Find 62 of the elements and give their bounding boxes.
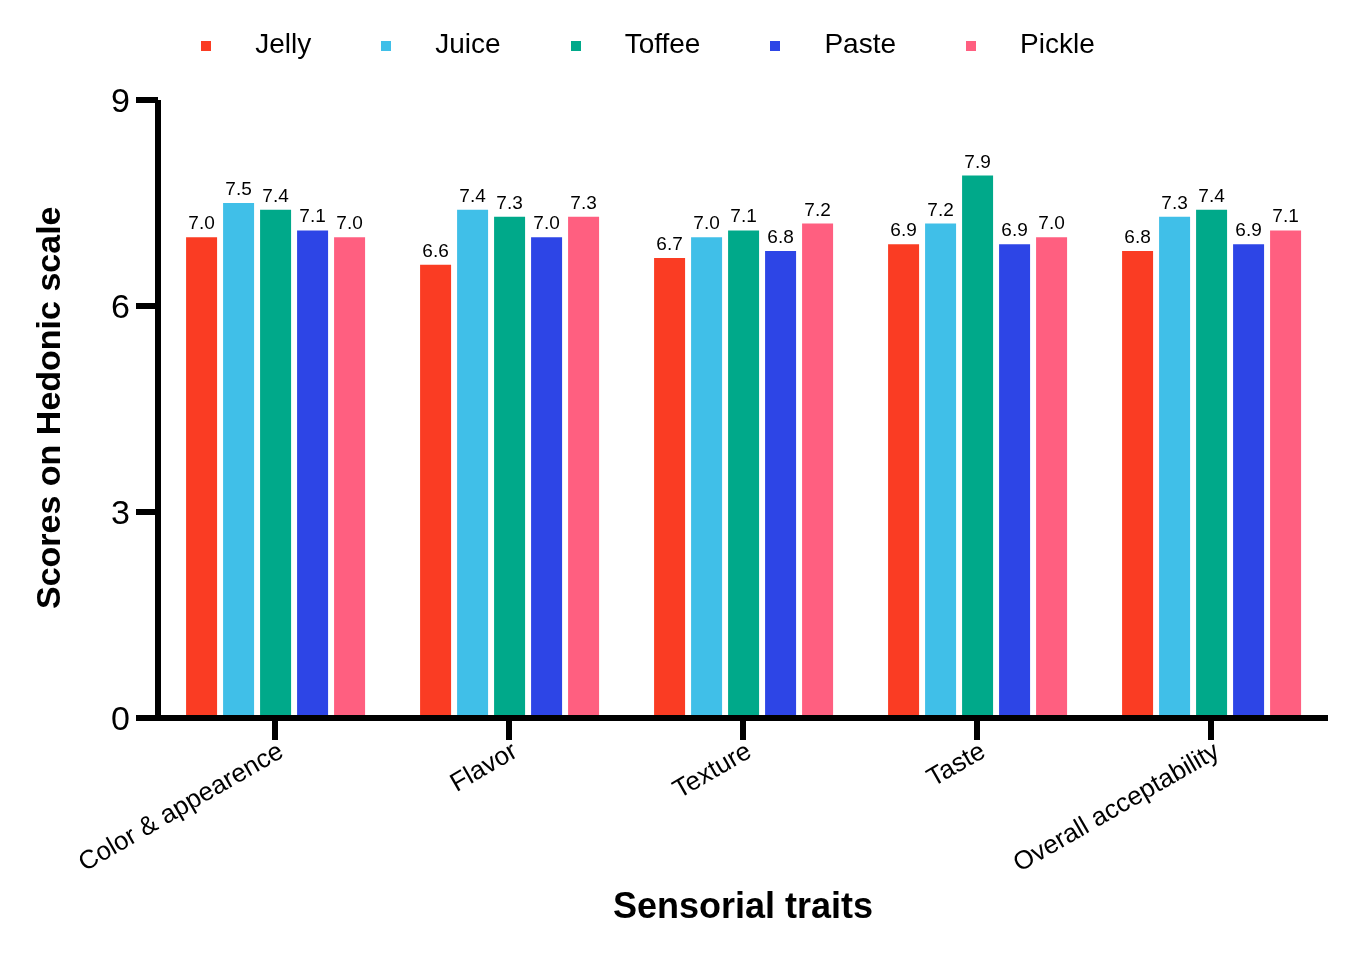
legend-label: Juice xyxy=(435,28,501,59)
data-label: 7.9 xyxy=(964,150,991,172)
data-label: 7.4 xyxy=(459,184,487,206)
bar xyxy=(925,223,957,718)
data-label: 6.8 xyxy=(1124,226,1151,248)
bar xyxy=(1122,251,1154,718)
bar xyxy=(420,264,452,718)
bar xyxy=(1159,216,1191,718)
data-label: 7.2 xyxy=(927,198,954,220)
bar xyxy=(765,251,797,718)
data-label: 7.0 xyxy=(188,212,215,234)
x-tick-label: Taste xyxy=(921,735,990,793)
data-label: 7.2 xyxy=(804,198,831,220)
bar xyxy=(494,216,526,718)
bar xyxy=(1270,230,1302,718)
legend-label: Toffee xyxy=(624,28,701,59)
bar xyxy=(999,244,1031,718)
data-label: 7.1 xyxy=(1272,205,1299,227)
bar xyxy=(1196,209,1228,718)
legend-label: Paste xyxy=(824,28,897,59)
data-label: 6.7 xyxy=(656,232,683,254)
bar xyxy=(1233,244,1265,718)
data-label: 7.0 xyxy=(1038,212,1065,234)
bar xyxy=(654,257,686,718)
data-label: 7.1 xyxy=(730,205,757,227)
bar xyxy=(260,209,292,718)
x-axis-title: Sensorial traits xyxy=(612,885,874,926)
bar xyxy=(1036,237,1068,718)
bar xyxy=(728,230,760,718)
legend-label: Pickle xyxy=(1020,28,1095,59)
data-label: 6.9 xyxy=(890,219,917,241)
data-label: 6.9 xyxy=(1001,219,1028,241)
y-tick-label: 6 xyxy=(111,287,130,325)
data-label: 7.4 xyxy=(262,184,290,206)
data-label: 6.8 xyxy=(767,226,794,248)
bar xyxy=(691,237,723,718)
data-label: 7.1 xyxy=(299,205,326,227)
bar xyxy=(802,223,834,718)
data-label: 7.0 xyxy=(533,212,560,234)
y-tick-label: 3 xyxy=(111,493,130,531)
data-label: 7.3 xyxy=(570,191,597,213)
bar xyxy=(457,209,489,718)
bar xyxy=(186,237,218,718)
bar xyxy=(297,230,329,718)
bar xyxy=(888,244,920,718)
y-axis-title: Scores on Hedonic scale xyxy=(29,206,68,609)
data-label: 7.0 xyxy=(693,212,720,234)
data-label: 7.0 xyxy=(336,212,363,234)
data-label: 7.3 xyxy=(496,191,523,213)
y-tick-label: 9 xyxy=(111,81,130,119)
data-label: 6.6 xyxy=(422,239,449,261)
legend-label: Jelly xyxy=(255,28,312,59)
bar xyxy=(531,237,563,718)
bar xyxy=(962,175,994,718)
data-label: 7.3 xyxy=(1161,191,1188,213)
bar xyxy=(223,203,255,718)
y-tick-label: 0 xyxy=(111,699,130,737)
bar xyxy=(334,237,366,718)
bar xyxy=(568,216,600,718)
data-label: 7.4 xyxy=(1198,184,1226,206)
data-label: 6.9 xyxy=(1235,219,1262,241)
data-label: 7.5 xyxy=(225,178,252,199)
